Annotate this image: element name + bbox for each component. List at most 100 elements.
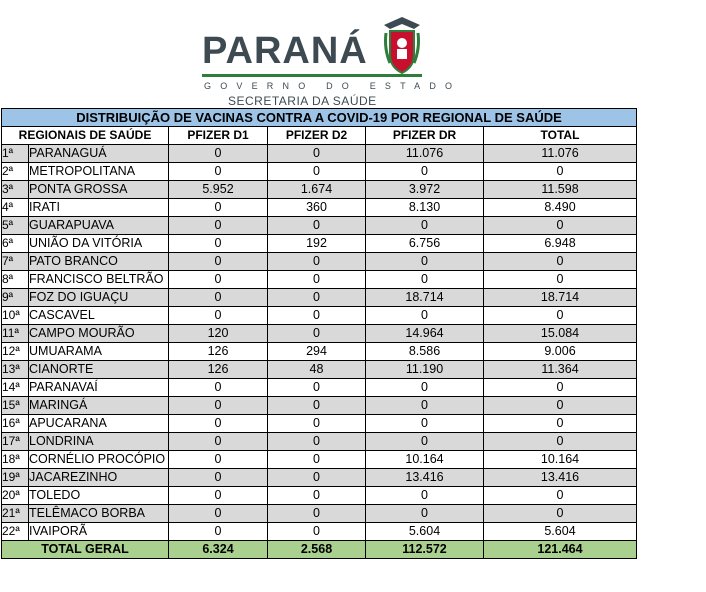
table-row: 7ª PATO BRANCO 0 0 0 0 [1,252,637,271]
column-header-pfizer-d2: PFIZER D2 [267,126,366,145]
parana-logo: PARANÁ GOVERNO DO ESTADO SECRETARIA DA S… [200,14,452,108]
table-row: 3ª PONTA GROSSA 5.952 1.674 3.972 11.598 [1,180,637,199]
regional-ordinal: 4ª [1,198,29,217]
total-value: 0 [483,306,637,325]
pfizer-dr-value: 6.756 [365,234,484,253]
table-row: 9ª FOZ DO IGUAÇU 0 0 18.714 18.714 [1,288,637,307]
regional-name: PARANAVAÍ [28,378,169,397]
total-value: 11.598 [483,180,637,199]
pfizer-d1-value: 0 [168,270,268,289]
total-value: 0 [483,432,637,451]
total-value: 0 [483,270,637,289]
pfizer-dr-value: 0 [365,252,484,271]
table-row: 16ª APUCARANA 0 0 0 0 [1,414,637,433]
pfizer-d1-value: 0 [168,162,268,181]
regional-ordinal: 11ª [1,324,29,343]
pfizer-dr-value: 14.964 [365,324,484,343]
regional-ordinal: 5ª [1,216,29,235]
pfizer-d1-value: 5.952 [168,180,268,199]
header: PARANÁ GOVERNO DO ESTADO SECRETARIA DA S… [0,0,706,108]
pfizer-dr-value: 0 [365,270,484,289]
regional-ordinal: 21ª [1,504,29,523]
pfizer-dr-value: 0 [365,216,484,235]
pfizer-d1-value: 0 [168,216,268,235]
total-value: 8.490 [483,198,637,217]
regional-ordinal: 20ª [1,486,29,505]
regional-ordinal: 3ª [1,180,29,199]
total-value: 10.164 [483,450,637,469]
table-row: 2ª METROPOLITANA 0 0 0 0 [1,162,637,181]
pfizer-d2-value: 0 [267,504,366,523]
pfizer-d1-value: 0 [168,198,268,217]
regional-ordinal: 12ª [1,342,29,361]
pfizer-d2-value: 0 [267,216,366,235]
total-value: 11.364 [483,360,637,379]
regional-ordinal: 15ª [1,396,29,415]
pfizer-dr-value: 13.416 [365,468,484,487]
pfizer-d2-value: 0 [267,486,366,505]
pfizer-d2-value: 48 [267,360,366,379]
total-value: 6.948 [483,234,637,253]
pfizer-d2-value: 0 [267,162,366,181]
table-row: 13ª CIANORTE 126 48 11.190 11.364 [1,360,637,379]
regional-name: METROPOLITANA [28,162,169,181]
total-row: TOTAL GERAL 6.324 2.568 112.572 121.464 [1,540,637,559]
coat-of-arms-icon [384,17,420,75]
regional-name: FOZ DO IGUAÇU [28,288,169,307]
total-value: 0 [483,414,637,433]
table-row: 18ª CORNÉLIO PROCÓPIO 0 0 10.164 10.164 [1,450,637,469]
pfizer-dr-value: 0 [365,504,484,523]
regional-name: PONTA GROSSA [28,180,169,199]
pfizer-d1-value: 0 [168,504,268,523]
regional-ordinal: 14ª [1,378,29,397]
regional-name: CAMPO MOURÃO [28,324,169,343]
pfizer-d1-value: 0 [168,252,268,271]
regional-ordinal: 8ª [1,270,29,289]
regional-name: CASCAVEL [28,306,169,325]
table-row: 12ª UMUARAMA 126 294 8.586 9.006 [1,342,637,361]
table-title: DISTRIBUIÇÃO DE VACINAS CONTRA A COVID-1… [1,108,637,127]
pfizer-d1-value: 0 [168,378,268,397]
column-header-total: TOTAL [483,126,637,145]
column-header-pfizer-d1: PFIZER D1 [168,126,268,145]
pfizer-dr-value: 8.586 [365,342,484,361]
total-pfizer-dr: 112.572 [365,540,484,559]
pfizer-dr-value: 0 [365,432,484,451]
pfizer-dr-value: 0 [365,378,484,397]
regional-ordinal: 2ª [1,162,29,181]
table-row: 1ª PARANAGUÁ 0 0 11.076 11.076 [1,144,637,163]
regional-name: JACAREZINHO [28,468,169,487]
pfizer-dr-value: 0 [365,396,484,415]
pfizer-d2-value: 0 [267,414,366,433]
total-pfizer-d2: 2.568 [267,540,366,559]
pfizer-d1-value: 120 [168,324,268,343]
logo-governo: GOVERNO DO ESTADO [204,81,462,91]
total-total: 121.464 [483,540,637,559]
regional-name: PATO BRANCO [28,252,169,271]
total-value: 11.076 [483,144,637,163]
pfizer-d2-value: 192 [267,234,366,253]
pfizer-d2-value: 360 [267,198,366,217]
total-value: 0 [483,378,637,397]
table-row: 4ª IRATI 0 360 8.130 8.490 [1,198,637,217]
table-row: 6ª UNIÃO DA VITÓRIA 0 192 6.756 6.948 [1,234,637,253]
logo-wordmark: PARANÁ [202,30,368,72]
regional-ordinal: 16ª [1,414,29,433]
regional-ordinal: 13ª [1,360,29,379]
logo-secretaria: SECRETARIA DA SAÚDE [228,94,377,108]
regional-name: LONDRINA [28,432,169,451]
pfizer-dr-value: 0 [365,414,484,433]
pfizer-d1-value: 0 [168,306,268,325]
total-value: 15.084 [483,324,637,343]
pfizer-d2-value: 0 [267,252,366,271]
pfizer-d1-value: 0 [168,414,268,433]
regional-ordinal: 10ª [1,306,29,325]
regional-ordinal: 18ª [1,450,29,469]
column-header-regional: REGIONAIS DE SAÚDE [1,126,169,145]
regional-name: UMUARAMA [28,342,169,361]
pfizer-d2-value: 0 [267,468,366,487]
regional-name: TOLEDO [28,486,169,505]
table-row: 11ª CAMPO MOURÃO 120 0 14.964 15.084 [1,324,637,343]
pfizer-d1-value: 0 [168,396,268,415]
regional-name: PARANAGUÁ [28,144,169,163]
